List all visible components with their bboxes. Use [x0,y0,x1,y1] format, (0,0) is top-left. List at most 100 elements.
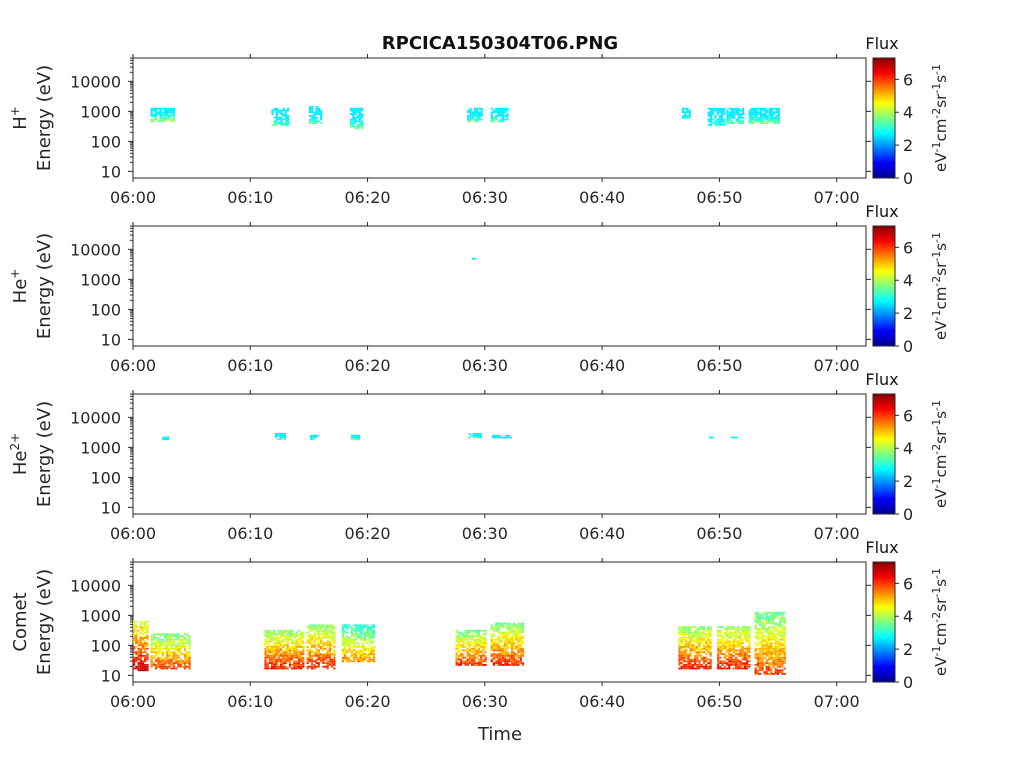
flux-pixel [753,118,756,121]
flux-pixel [466,640,469,643]
flux-pixel [475,638,478,641]
flux-pixel [373,640,376,643]
flux-pixel [723,647,726,650]
flux-pixel [355,436,358,439]
flux-pixel [271,646,274,648]
flux-pixel [741,647,744,650]
flux-pixel [164,662,167,664]
flux-pixel [490,113,493,115]
flux-pixel [741,653,744,655]
flux-pixel [501,633,504,636]
flux-pixel [776,673,780,675]
flux-pixel [726,115,729,117]
flux-pixel [764,116,767,119]
flux-pixel [346,644,349,646]
flux-pixel [492,664,496,666]
x-tick-label: 06:00 [110,188,156,207]
flux-pixel [517,638,520,641]
flux-pixel [264,651,267,654]
flux-pixel [357,635,360,637]
flux-pixel [717,662,720,664]
flux-pixel [776,669,780,672]
flux-pixel [696,653,699,655]
flux-pixel [462,660,465,663]
flux-pixel [139,642,142,645]
flux-pixel [770,673,773,675]
flux-pixel [300,656,303,659]
flux-pixel [315,642,318,645]
flux-pixel [501,660,504,663]
flux-pixel [763,638,766,641]
flux-pixel [359,626,362,628]
flux-pixel [317,658,320,661]
flux-pixel [164,637,167,639]
flux-pixel [328,651,332,654]
flux-pixel [457,640,460,643]
flux-pixel [166,647,169,650]
flux-pixel [188,667,191,670]
flux-pixel [779,653,782,655]
flux-pixel [779,629,782,632]
flux-pixel [773,122,776,124]
flux-pixel [506,633,509,636]
flux-pixel [680,647,683,650]
flux-pixel [768,656,771,659]
flux-pixel [141,646,145,648]
flux-pixel [331,633,334,636]
flux-pixel [480,111,483,114]
flux-pixel [361,647,364,650]
flux-pixel [688,109,691,112]
colorbar-tick-label: 6 [903,406,913,425]
flux-pixel [311,120,314,123]
flux-pixel [308,653,311,655]
flux-pixel [473,107,477,110]
flux-pixel [137,626,140,628]
flux-pixel [135,667,138,670]
flux-pixel [284,644,287,646]
flux-pixel [319,647,323,650]
flux-pixel [480,638,483,641]
flux-pixel [471,116,474,119]
flux-pixel [179,649,182,652]
flux-pixel [694,629,697,632]
flux-pixel [356,109,359,112]
flux-pixel [519,660,522,663]
flux-pixel [781,619,784,621]
flux-pixel [328,644,332,646]
flux-pixel [280,664,283,666]
y-tick-label: 10000 [70,240,121,259]
flux-pixel [286,660,289,663]
flux-pixel [344,649,347,652]
flux-pixel [501,651,504,654]
flux-pixel [137,633,140,636]
flux-pixel [188,640,191,643]
flux-pixel [348,640,351,643]
flux-pixel [313,635,316,637]
flux-pixel [273,664,276,666]
flux-pixel [466,642,469,645]
flux-pixel [763,617,766,619]
flux-pixel [284,651,287,654]
flux-pixel [161,667,164,670]
flux-pixel [268,656,271,659]
flux-pixel [719,651,722,654]
flux-pixel [680,626,683,628]
flux-pixel [308,640,311,643]
flux-pixel [510,653,513,655]
flux-pixel [779,638,782,641]
flux-pixel [694,655,697,657]
flux-pixel [346,635,349,637]
spectrogram-cluster [467,107,483,123]
flux-pixel [170,651,173,654]
flux-pixel [761,651,764,654]
flux-pixel [734,660,738,663]
panel-h: 06:00 06:10 06:20 06:30 06:40 06:50 07:0010100… [8,34,950,207]
flux-pixel [504,109,507,112]
flux-pixel [741,646,744,648]
flux-pixel [742,122,745,124]
flux-pixel [277,667,280,670]
flux-pixel [723,662,726,664]
flux-pixel [313,120,316,123]
flux-pixel [504,637,507,639]
